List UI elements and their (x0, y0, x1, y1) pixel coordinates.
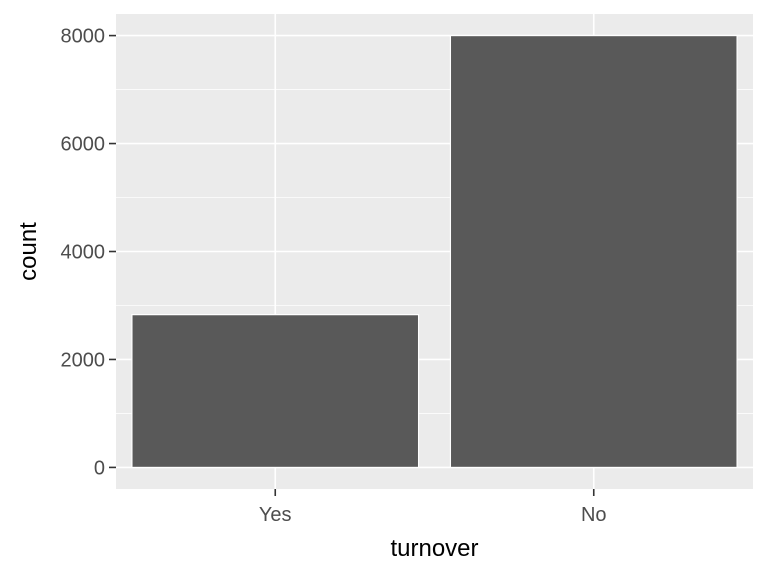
bars (131, 34, 738, 469)
y-tick-label: 6000 (61, 134, 106, 156)
bar-no (449, 34, 738, 469)
x-tick-label: No (581, 504, 607, 526)
x-tick-label: Yes (259, 504, 292, 526)
y-tick-label: 2000 (61, 349, 106, 371)
y-tick-label: 8000 (61, 26, 106, 48)
x-axis-title: turnover (390, 535, 478, 562)
y-axis: 0 2000 4000 6000 8000 (61, 26, 116, 479)
y-tick-label: 0 (94, 457, 105, 479)
y-tick-label: 4000 (61, 242, 106, 264)
x-axis: Yes No (259, 489, 607, 526)
bar-yes (131, 314, 420, 469)
y-axis-title: count (15, 222, 42, 281)
